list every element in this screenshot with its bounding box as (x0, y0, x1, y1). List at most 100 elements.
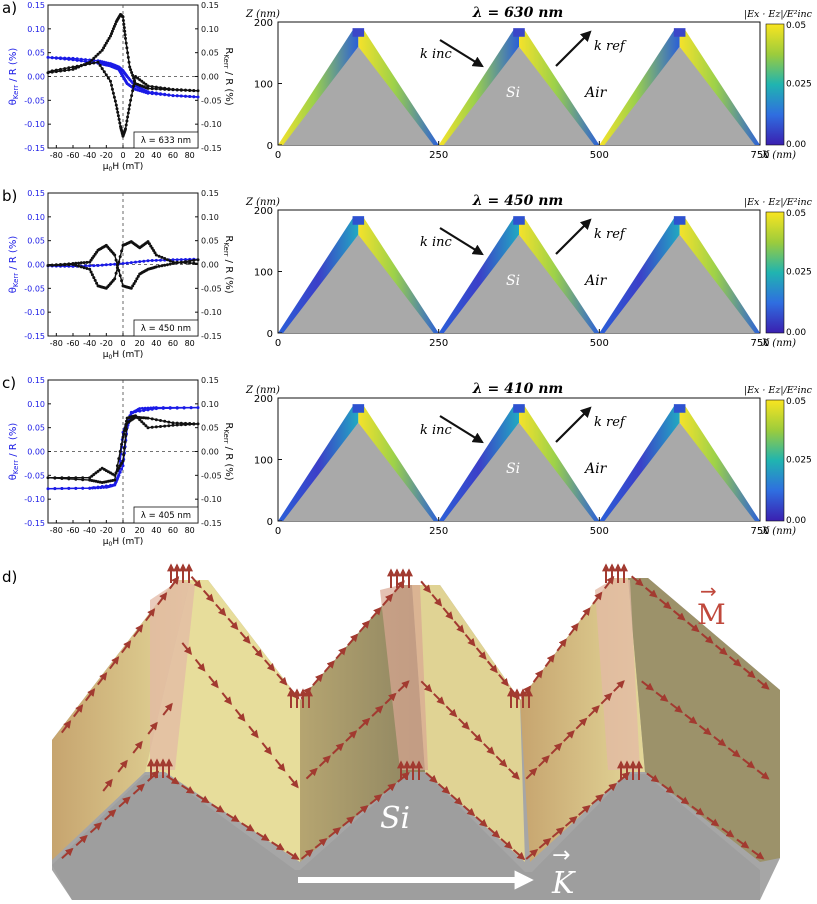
data-point (196, 406, 200, 410)
pink-stripe-2 (380, 585, 428, 770)
si-label: Si (506, 273, 520, 289)
data-point (188, 261, 192, 265)
data-point (88, 264, 92, 268)
data-point (159, 86, 162, 90)
wavelength-label: λ = 450 nm (141, 324, 191, 334)
data-point (120, 249, 124, 253)
coating-left-slope (438, 29, 519, 146)
data-point (121, 284, 125, 288)
data-point (88, 62, 92, 66)
x-tick-label: 40 (151, 151, 161, 160)
data-point (163, 263, 167, 267)
data-point (165, 263, 169, 267)
data-point (77, 261, 81, 265)
data-point (92, 264, 96, 268)
left-axis-label: θKerr / R (%) (8, 48, 20, 106)
wavelength-label: λ = 633 nm (141, 136, 191, 146)
data-point (90, 273, 94, 277)
data-point (95, 281, 99, 285)
data-point (184, 88, 187, 92)
panel-label-d: d) (2, 568, 17, 586)
m-arrow (508, 768, 520, 780)
data-point (175, 258, 179, 262)
data-point (100, 263, 104, 267)
m-arrow (274, 758, 286, 772)
data-point (188, 88, 192, 92)
x-tick-label: 0 (275, 150, 281, 161)
data-point (117, 457, 121, 461)
wavelength-box (133, 506, 199, 524)
coating-peak (513, 216, 525, 225)
m-arrow (328, 827, 342, 838)
data-point (140, 420, 144, 424)
data-point (100, 48, 104, 52)
data-point (147, 242, 151, 246)
y-tick-label-left: -0.10 (24, 308, 45, 317)
field-map-410nm: 0 100 200 0 250 500 750 Z (nm) X (nm) λ = 410 nm k… (245, 381, 813, 537)
x-tick-label: -40 (83, 526, 96, 535)
data-point (106, 39, 110, 43)
data-point (115, 464, 119, 468)
data-point (184, 94, 187, 98)
data-point (150, 259, 154, 262)
data-point (184, 260, 187, 264)
data-point (125, 421, 129, 425)
data-point (136, 76, 140, 80)
y-tick-label-right: 0.10 (201, 400, 219, 409)
data-point (88, 267, 92, 271)
data-point (90, 474, 94, 478)
data-point (67, 66, 71, 70)
colorbar-label: |Ex · Ez|/E²inc (744, 9, 813, 20)
m-arrow (358, 620, 370, 633)
x-tick-label: -20 (100, 339, 113, 348)
data-point (96, 60, 100, 64)
m-arrow (487, 827, 501, 839)
m-arrow (588, 705, 600, 717)
data-point (143, 406, 147, 410)
data-point (188, 95, 192, 98)
coating-right-slope (358, 29, 439, 146)
m-arrow (475, 816, 488, 828)
data-point (138, 418, 142, 422)
coating-left-slope (599, 29, 680, 146)
data-point (113, 22, 117, 26)
m-arrow (742, 758, 756, 769)
m-arrow (194, 658, 206, 672)
m-arrow (85, 688, 96, 702)
y-tick-label-left: -0.10 (24, 120, 45, 129)
right-axis-label: RKerr / R (%) (222, 422, 234, 480)
x-tick-label: 750 (750, 338, 769, 349)
data-point (50, 56, 54, 60)
data-point (92, 56, 96, 60)
z-axis-label: Z (nm) (245, 385, 280, 396)
data-point (175, 421, 179, 425)
m-arrow (644, 587, 658, 598)
data-point (163, 257, 167, 260)
m-arrow (592, 591, 603, 605)
m-arrow (97, 672, 108, 686)
left-axis-label: θKerr / R (%) (8, 236, 20, 294)
x-tick-label: -20 (100, 151, 113, 160)
m-arrow (470, 730, 483, 743)
data-point (171, 87, 175, 91)
data-point (179, 88, 183, 92)
coating-peak (513, 28, 525, 37)
data-point (104, 263, 108, 267)
magnetization-arrows (61, 563, 770, 861)
m-arrow (355, 805, 369, 816)
data-point (163, 86, 167, 90)
data-point (113, 262, 117, 266)
data-point (159, 92, 162, 96)
y-tick-label-right: -0.15 (201, 332, 222, 341)
data-point (154, 425, 158, 429)
data-point (94, 54, 98, 58)
data-point (114, 471, 118, 475)
data-point (138, 407, 142, 411)
m-arrow (751, 849, 765, 860)
coating-left-slope (278, 29, 359, 146)
data-point (134, 75, 137, 78)
data-point (150, 417, 154, 421)
data-point (138, 409, 142, 413)
data-point (93, 486, 97, 490)
y-tick-label-right: -0.10 (201, 120, 222, 129)
